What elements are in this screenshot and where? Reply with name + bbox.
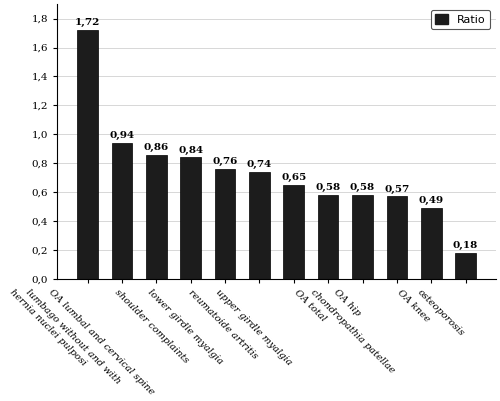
Text: 0,58: 0,58	[316, 183, 340, 192]
Bar	[146, 154, 167, 279]
Bar	[421, 208, 442, 279]
Bar	[318, 195, 338, 279]
Text: 0,74: 0,74	[247, 160, 272, 169]
Bar	[456, 253, 476, 279]
Bar	[112, 143, 132, 279]
Bar	[386, 196, 407, 279]
Text: 0,86: 0,86	[144, 143, 169, 152]
Bar	[180, 158, 201, 279]
Bar	[352, 195, 373, 279]
Text: 0,18: 0,18	[453, 241, 478, 250]
Text: 0,49: 0,49	[418, 196, 444, 205]
Text: 0,58: 0,58	[350, 183, 375, 192]
Text: 0,57: 0,57	[384, 184, 409, 194]
Bar	[284, 185, 304, 279]
Bar	[214, 169, 236, 279]
Bar	[78, 30, 98, 279]
Text: 1,72: 1,72	[75, 18, 100, 27]
Bar	[249, 172, 270, 279]
Legend: Ratio: Ratio	[430, 10, 490, 29]
Text: 0,65: 0,65	[281, 173, 306, 182]
Text: 0,76: 0,76	[212, 157, 238, 166]
Text: 0,94: 0,94	[110, 131, 134, 140]
Text: 0,84: 0,84	[178, 146, 203, 154]
